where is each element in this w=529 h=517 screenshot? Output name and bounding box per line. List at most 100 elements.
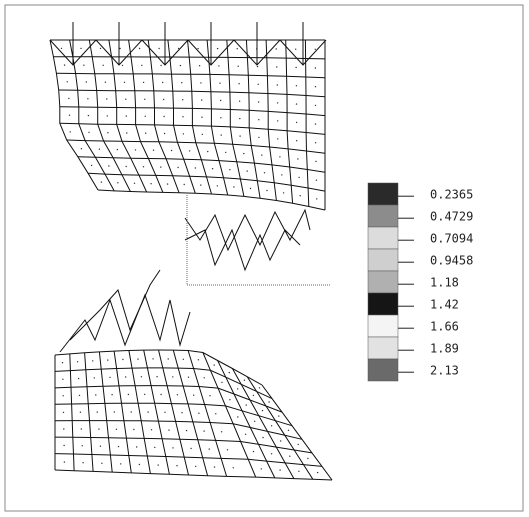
mesh-node [209,395,210,396]
mesh-node [217,48,218,49]
mesh-node [77,361,78,362]
mesh-node [198,359,199,360]
mesh-node [315,67,316,68]
mesh-node [219,83,220,84]
mesh-node [200,184,201,185]
mesh-node [239,118,240,119]
mesh-node [229,399,230,400]
mesh-node [88,132,89,133]
mesh-node [207,151,208,152]
mesh-node [237,48,238,49]
mesh-node [116,429,117,430]
mesh-node [253,451,254,452]
mesh-node [107,359,108,360]
mesh-node [181,82,182,83]
legend-swatch [368,271,398,293]
mesh-node [229,372,230,373]
mesh-node [258,101,259,102]
mesh-node [233,186,234,187]
mesh-node [151,429,152,430]
legend-swatch [368,337,398,359]
mesh-node [193,395,194,396]
mesh-node [271,453,272,454]
mesh-node [160,166,161,167]
mesh-node [164,412,165,413]
mesh-node [253,395,254,396]
mesh-node [177,394,178,395]
mesh-node [214,466,215,467]
mesh-node [147,411,148,412]
mesh-node [107,115,108,116]
mesh-node [233,467,234,468]
mesh-node [160,394,161,395]
mesh-node [297,158,298,159]
mesh-node [283,192,284,193]
mesh-node [278,415,279,416]
mesh-node [172,376,173,377]
mesh-node [162,82,163,83]
mesh-node [163,116,164,117]
mesh-node [69,115,70,116]
mesh-node [152,358,153,359]
mesh-node [68,98,69,99]
mesh-node [250,188,251,189]
mesh-node [160,65,161,66]
mesh-node [296,85,297,86]
mesh-node [254,421,255,422]
mesh-node [182,99,183,100]
mesh-node [167,183,168,184]
mesh-node [268,401,269,402]
mesh-node [281,174,282,175]
figure: 0.23650.47290.70940.94581.181.421.661.89… [0,0,529,517]
mesh-node [87,98,88,99]
mesh-node [315,86,316,87]
mesh-node [229,169,230,170]
mesh-node [261,468,262,469]
mesh-node [295,67,296,68]
mesh-node [221,382,222,383]
mesh-node [64,461,65,462]
mesh-node [298,444,299,445]
mesh-node [168,358,169,359]
mesh-node [156,376,157,377]
mesh-node [124,82,125,83]
mesh-node [134,183,135,184]
mesh-node [135,149,136,150]
mesh-node [117,149,118,150]
mesh-node [186,430,187,431]
mesh-node [78,378,79,379]
mesh-node [237,416,238,417]
mesh-node [153,150,154,151]
mesh-node [126,115,127,116]
mesh-node [277,84,278,85]
mesh-node [67,81,68,82]
mesh-node [198,413,199,414]
mesh-node [137,358,138,359]
mesh-node [131,411,132,412]
mesh-node [221,431,222,432]
mesh-node [97,411,98,412]
mesh-node [195,167,196,168]
mesh-node [296,122,297,123]
mesh-node [239,101,240,102]
legend-label: 1.89 [430,342,459,356]
legend-label: 1.18 [430,276,459,290]
mesh-node [99,149,100,150]
mesh-node [197,48,198,49]
mesh-node [111,394,112,395]
mesh-node [61,48,62,49]
mesh-node [82,462,83,463]
mesh-node [298,177,299,178]
mesh-node [145,133,146,134]
mesh-node [261,154,262,155]
mesh-node [136,446,137,447]
mesh-node [182,116,183,117]
legend-swatch [368,249,398,271]
legend-swatch [368,227,398,249]
legend-label: 0.4729 [430,210,473,224]
mesh-node [315,161,316,162]
mesh-node [200,82,201,83]
mesh-node [180,65,181,66]
mesh-node [237,388,238,389]
mesh-node [126,132,127,133]
